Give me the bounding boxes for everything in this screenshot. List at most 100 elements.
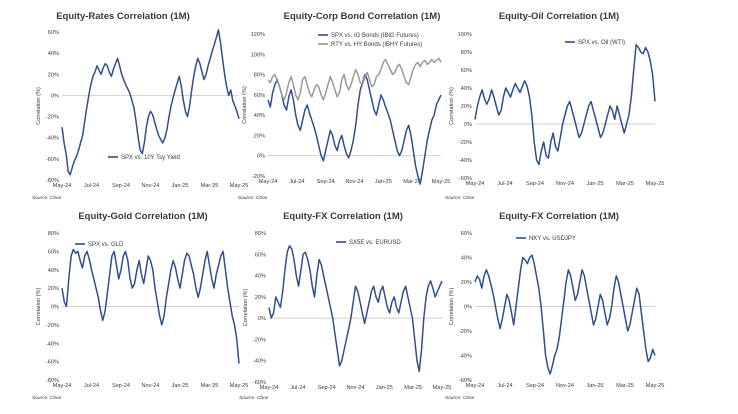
chart-title: Equity-Oil Correlation (1M)	[499, 11, 619, 22]
chart-panel-5: Equity-FX Correlation (1M) 80% 60% 40% 20% 0%…	[239, 211, 451, 401]
x-tick-label: May-24	[260, 385, 279, 391]
y-tick-label: -20%	[46, 115, 59, 121]
source-note: Source: Cboe	[239, 395, 269, 401]
x-tick-label: Nov-24	[141, 183, 159, 189]
legend-label: RTY vs. HY Bonds (IBHY Futures)	[331, 42, 422, 48]
y-tick-label: -60%	[46, 360, 59, 366]
series-line-1	[474, 254, 656, 375]
x-tick-label: Jul-24	[289, 179, 304, 185]
x-tick-label: May-24	[53, 383, 72, 389]
x-tick-label: Jul-24	[497, 181, 512, 187]
y-tick-label: -40%	[46, 136, 59, 142]
x-tick-label: Jan-25	[375, 179, 392, 185]
y-axis-label: Correlation (%)	[242, 86, 248, 124]
x-tick-label: Mar-25	[616, 181, 634, 187]
y-tick-label: 40%	[48, 51, 59, 57]
y-tick-label: 100%	[251, 52, 265, 58]
series-line-2	[267, 57, 442, 101]
series-line-1	[61, 29, 240, 176]
y-tick-label: -40%	[459, 158, 472, 164]
x-tick-label: May-25	[230, 383, 249, 389]
legend-label: SPX vs. IG Bonds (IBIG Futures)	[331, 33, 419, 39]
y-tick-label: 40%	[254, 113, 265, 119]
y-tick-label: 60%	[48, 249, 59, 255]
chart-panel-2: Equity-Corp Bond Correlation (1M) 120% 100…	[238, 11, 450, 201]
y-tick-label: 0%	[464, 305, 472, 311]
chart-panel-1: Equity-Rates Correlation (1M) 60% 40% 20% 0%…	[32, 11, 248, 201]
y-tick-label: 20%	[461, 104, 472, 110]
series-line-1	[267, 73, 442, 185]
series-line-1	[61, 248, 240, 364]
y-tick-label: -20%	[459, 329, 472, 335]
chart-panel-4: Equity-Gold Correlation (1M) 80% 60% 40% 20%…	[32, 211, 248, 401]
x-tick-label: Sep-24	[526, 181, 544, 187]
x-tick-label: May-24	[466, 181, 485, 187]
y-tick-label: -20%	[252, 174, 265, 180]
chart-panel-3: Equity-Oil Correlation (1M) 100% 80% 60% 40%…	[445, 11, 664, 201]
x-tick-label: Mar-25	[616, 383, 634, 389]
x-tick-label: Nov-24	[556, 383, 574, 389]
y-tick-label: 0%	[464, 122, 472, 128]
x-tick-label: Mar-25	[201, 183, 219, 189]
y-tick-label: 120%	[251, 32, 265, 38]
series-line-1	[268, 245, 443, 373]
y-axis-label: Correlation (%)	[449, 288, 455, 326]
legend-label: SPX vs. Oil (WTI)	[578, 40, 625, 46]
y-tick-label: 0%	[51, 93, 59, 99]
y-axis-label: Correlation (%)	[449, 87, 455, 125]
y-tick-label: -40%	[253, 359, 266, 365]
x-tick-label: May-25	[433, 385, 452, 391]
y-tick-label: -20%	[253, 337, 266, 343]
legend-label: NKY vs. USDJPY	[529, 236, 576, 242]
y-tick-label: 0%	[258, 316, 266, 322]
y-tick-label: -20%	[46, 323, 59, 329]
y-tick-label: -80%	[46, 378, 59, 384]
y-tick-label: 20%	[461, 280, 472, 286]
x-tick-label: Sep-24	[317, 179, 335, 185]
y-tick-label: 20%	[48, 286, 59, 292]
y-tick-label: 60%	[461, 68, 472, 74]
y-tick-label: -40%	[46, 341, 59, 347]
x-tick-label: May-24	[53, 183, 72, 189]
y-axis-label: Correlation (%)	[36, 87, 42, 125]
chart-title: Equity-Rates Correlation (1M)	[56, 11, 190, 22]
x-tick-label: May-25	[230, 183, 249, 189]
x-tick-label: Jul-24	[290, 385, 305, 391]
y-tick-label: 60%	[48, 30, 59, 36]
x-tick-label: Nov-24	[346, 385, 364, 391]
y-tick-label: 40%	[255, 274, 266, 280]
y-tick-label: -60%	[253, 380, 266, 386]
source-note: Source: Cboe	[32, 195, 62, 201]
legend-label: SX5E vs. EURUSD	[349, 240, 401, 246]
x-tick-label: Nov-24	[345, 179, 363, 185]
y-tick-label: 80%	[461, 50, 472, 56]
x-tick-label: May-25	[646, 383, 665, 389]
x-tick-label: Mar-25	[403, 179, 421, 185]
y-tick-label: 60%	[255, 252, 266, 258]
source-note: Source: Cboe	[32, 395, 62, 401]
y-tick-label: 80%	[255, 231, 266, 237]
y-tick-label: 40%	[48, 268, 59, 274]
y-tick-label: 100%	[458, 32, 472, 38]
y-tick-label: 60%	[461, 231, 472, 237]
source-note: Source: Cboe	[445, 195, 475, 201]
x-tick-label: May-25	[646, 181, 665, 187]
y-tick-label: 40%	[461, 86, 472, 92]
y-tick-label: -60%	[459, 176, 472, 182]
x-tick-label: Sep-24	[318, 385, 336, 391]
x-tick-label: Jan-25	[586, 181, 603, 187]
y-tick-label: 20%	[48, 72, 59, 78]
y-tick-label: -60%	[459, 378, 472, 384]
legend-label: SPX vs. GLD	[88, 242, 124, 248]
x-tick-label: Mar-25	[201, 383, 219, 389]
chart-panel-6: Equity-FX Correlation (1M) 60% 40% 20% 0% -20…	[445, 211, 664, 401]
y-axis-label: Correlation (%)	[36, 288, 42, 326]
x-tick-label: Jul-24	[84, 183, 99, 189]
x-tick-label: Nov-24	[556, 181, 574, 187]
y-tick-label: 20%	[254, 133, 265, 139]
y-tick-label: -20%	[459, 140, 472, 146]
source-note: Source: Cboe	[445, 395, 475, 401]
series-line-1	[474, 44, 656, 166]
x-tick-label: Sep-24	[526, 383, 544, 389]
